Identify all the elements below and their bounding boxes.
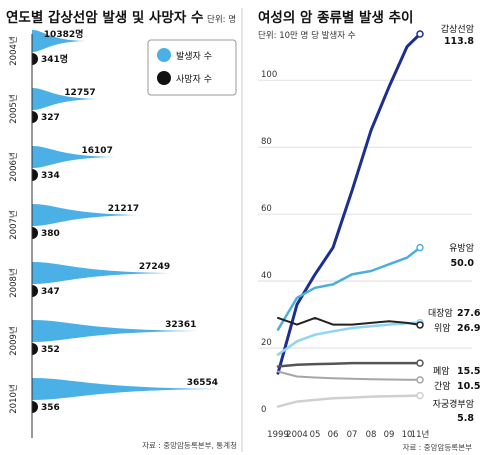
x-tick-label: 09 (384, 430, 395, 440)
year-label: 2005년 (8, 94, 19, 123)
x-tick-label: 06 (328, 430, 339, 440)
deaths-value-label: 356 (41, 403, 60, 413)
series-value-label: 26.9 (457, 323, 480, 334)
y-tick-label: 20 (261, 338, 272, 348)
y-tick-label: 100 (261, 70, 277, 80)
x-tick-label: 2004 (286, 430, 308, 440)
y-tick-label: 60 (261, 204, 272, 214)
left-chart-source: 자료 : 중앙암등록본부, 통계청 (142, 440, 237, 450)
series-line (276, 394, 422, 408)
series-endpoint (416, 30, 424, 38)
x-tick-label: 11년 (411, 429, 430, 440)
incidence-wedge (32, 88, 98, 110)
deaths-value-label: 334 (41, 171, 60, 181)
legend-deaths-label: 사망자 수 (176, 74, 212, 85)
incidence-value-label: 36554 (187, 378, 218, 388)
series-value-label: 27.6 (457, 308, 480, 319)
x-tick-label: 1999 (267, 430, 289, 440)
deaths-value-label: 352 (41, 345, 60, 355)
incidence-wedge (32, 30, 86, 52)
deaths-marker (32, 169, 38, 181)
series-name-label: 위암 (434, 322, 451, 334)
incidence-wedge (32, 320, 199, 342)
year-label: 2004년 (8, 36, 19, 65)
deaths-value-label: 347 (41, 287, 60, 297)
deaths-marker (32, 401, 38, 413)
series-name-label: 대장암 (428, 307, 453, 319)
series-name-label: 간암 (434, 380, 451, 392)
series-line (276, 321, 422, 356)
legend-incidence-swatch (157, 48, 171, 62)
deaths-marker (32, 111, 38, 123)
series-line (277, 316, 421, 326)
year-label: 2007년 (8, 210, 19, 239)
incidence-value-label: 12757 (64, 88, 95, 98)
y-tick-label: 80 (261, 137, 272, 147)
incidence-value-label: 27249 (139, 262, 170, 272)
deaths-marker (32, 343, 38, 355)
series-name-label: 자궁경부암 (433, 398, 474, 410)
deaths-marker (32, 285, 38, 297)
series-endpoint (416, 243, 424, 252)
legend-deaths-swatch (157, 71, 171, 85)
series-value-label: 10.5 (457, 381, 480, 392)
series-endpoint (416, 391, 424, 400)
incidence-value-label: 16107 (82, 146, 113, 156)
deaths-value-label: 327 (41, 113, 60, 123)
series-endpoint (416, 359, 424, 367)
series-line (276, 361, 422, 368)
series-name-label: 유방암 (449, 242, 474, 254)
incidence-wedge (32, 204, 142, 226)
left-chart-unit: 단위: 명 (207, 14, 236, 25)
legend-incidence-label: 발생자 수 (176, 51, 212, 62)
year-label: 2010년 (8, 384, 19, 413)
right-chart-source: 자료 : 중앙암등록본부 (403, 442, 472, 452)
right-chart-series (276, 30, 424, 408)
x-tick-label: 08 (366, 430, 377, 440)
incidence-wedge (32, 146, 115, 168)
deaths-value-label: 380 (41, 229, 60, 239)
incidence-value-label: 32361 (165, 320, 196, 330)
series-endpoint (416, 376, 424, 384)
year-label: 2009년 (8, 326, 19, 355)
series-name-label: 폐암 (433, 365, 450, 377)
right-chart-ylabel: 단위: 10만 명 당 발생자 수 (258, 30, 356, 41)
year-label: 2006년 (8, 152, 19, 181)
deaths-value-label: 341명 (41, 53, 68, 65)
x-tick-label: 07 (347, 430, 358, 440)
incidence-value-label: 21217 (108, 204, 139, 214)
year-label: 2008년 (8, 268, 19, 297)
x-tick-label: 10 (402, 430, 413, 440)
series-name-label: 갑상선암 (441, 23, 474, 35)
deaths-marker (32, 53, 38, 65)
deaths-marker (32, 227, 38, 239)
left-chart-rows: 10382명 341명 2004년 12757 327 2005년 16107 334 2006… (8, 28, 220, 414)
right-chart-title: 여성의 암 종류별 발생 추이 (258, 9, 413, 26)
series-line (277, 370, 421, 381)
incidence-value-label: 10382명 (44, 28, 84, 40)
series-value-label: 15.5 (457, 366, 480, 377)
series-value-label: 113.8 (444, 36, 474, 47)
incidence-wedge (32, 378, 220, 400)
series-value-label: 5.8 (457, 413, 474, 424)
incidence-wedge (32, 262, 173, 284)
series-endpoint (416, 321, 424, 329)
y-tick-label: 0 (261, 405, 266, 415)
y-tick-label: 40 (261, 271, 272, 281)
x-tick-label: 05 (310, 430, 321, 440)
left-legend-box (147, 39, 237, 96)
series-line (276, 246, 422, 331)
left-chart-title: 연도별 갑상선암 발생 및 사망자 수 (6, 9, 203, 26)
series-value-label: 50.0 (451, 258, 475, 269)
